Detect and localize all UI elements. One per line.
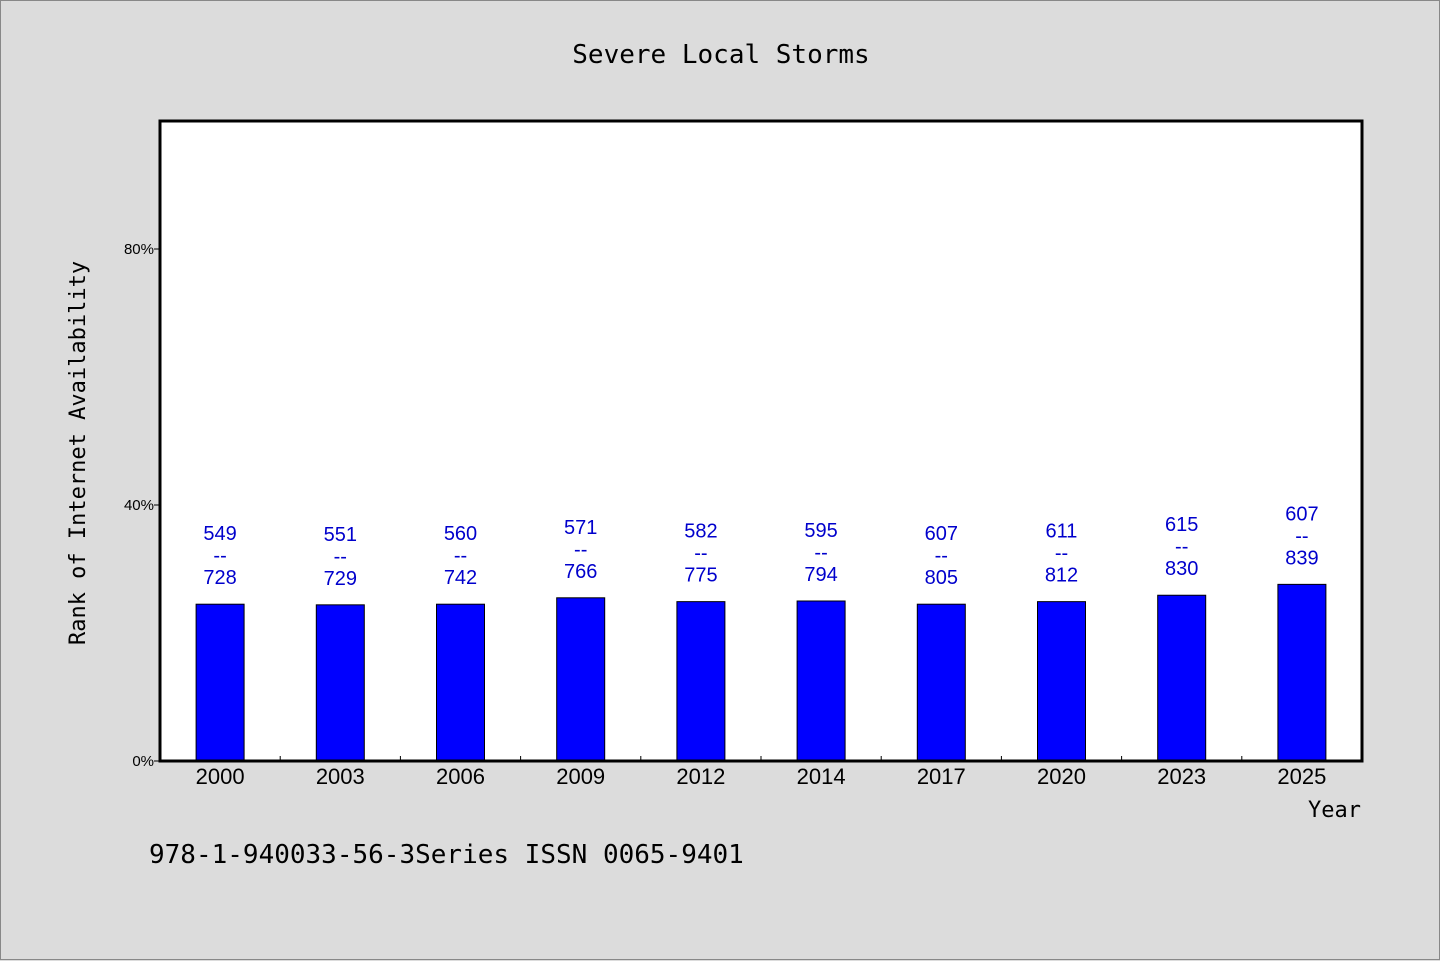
- chart-title: Severe Local Storms: [572, 40, 869, 70]
- data-label: 549: [203, 523, 236, 545]
- data-label: 560: [444, 523, 477, 545]
- data-label: 794: [804, 564, 837, 586]
- ticks-layer: 2000 2003 2006 2009 2012 2014 2017 2020 2023 2025…: [124, 241, 1326, 789]
- data-label-separator: --: [694, 543, 707, 565]
- data-label: 582: [684, 521, 717, 543]
- data-label: 615: [1165, 514, 1198, 536]
- bar: [676, 601, 726, 762]
- data-label-separator: --: [213, 545, 226, 567]
- bar: [1037, 601, 1086, 762]
- data-label: 595: [804, 520, 837, 542]
- x-tick-label: 2000: [196, 764, 245, 789]
- bar: [916, 603, 966, 762]
- data-label-separator: --: [814, 542, 827, 564]
- data-label-separator: --: [935, 545, 948, 567]
- x-tick-label: 2025: [1277, 764, 1326, 789]
- data-label: 551: [324, 524, 357, 546]
- x-axis-label: Year: [1308, 798, 1361, 823]
- data-label-separator: --: [574, 539, 587, 561]
- x-tick-label: 2020: [1037, 764, 1086, 789]
- data-label: 607: [925, 523, 958, 545]
- bar: [1157, 594, 1207, 762]
- data-label: 812: [1045, 565, 1078, 587]
- x-tick-label: 2003: [316, 764, 365, 789]
- bar: [1277, 583, 1327, 762]
- data-label: 729: [324, 568, 357, 590]
- bar: [315, 604, 365, 762]
- data-label: 728: [203, 567, 236, 589]
- data-label: 775: [684, 565, 717, 587]
- data-label: 766: [564, 561, 597, 583]
- x-tick-label: 2014: [797, 764, 846, 789]
- bar: [436, 603, 485, 762]
- bar: [796, 600, 846, 762]
- x-tick-label: 2012: [676, 764, 725, 789]
- data-label-separator: --: [1175, 536, 1188, 558]
- x-tick-label: 2006: [436, 764, 485, 789]
- y-axis-label: Rank of Internet Availability: [66, 261, 91, 645]
- data-labels-layer: 728--549729--551742--560766--571775--582…: [203, 503, 1318, 589]
- bars-layer: [195, 583, 1327, 762]
- data-label: 571: [564, 517, 597, 539]
- footnote: 978-1-940033-56-3Series ISSN 0065-9401: [149, 840, 744, 870]
- data-label: 742: [444, 567, 477, 589]
- plot-border: [158, 119, 1364, 763]
- bar: [195, 603, 245, 762]
- x-tick-label: 2017: [917, 764, 966, 789]
- data-label: 839: [1285, 547, 1318, 569]
- data-label-separator: --: [1295, 525, 1308, 547]
- data-label: 607: [1285, 503, 1318, 525]
- data-label: 805: [925, 567, 958, 589]
- y-tick-label: 40%: [124, 497, 154, 514]
- y-tick-label: 0%: [132, 753, 154, 770]
- bar: [556, 597, 606, 762]
- data-label-separator: --: [1055, 543, 1068, 565]
- y-tick-label: 80%: [124, 241, 154, 258]
- x-tick-label: 2023: [1157, 764, 1206, 789]
- data-label-separator: --: [454, 545, 467, 567]
- x-tick-label: 2009: [556, 764, 605, 789]
- data-label: 830: [1165, 558, 1198, 580]
- data-label-separator: --: [334, 546, 347, 568]
- data-label: 611: [1046, 521, 1078, 543]
